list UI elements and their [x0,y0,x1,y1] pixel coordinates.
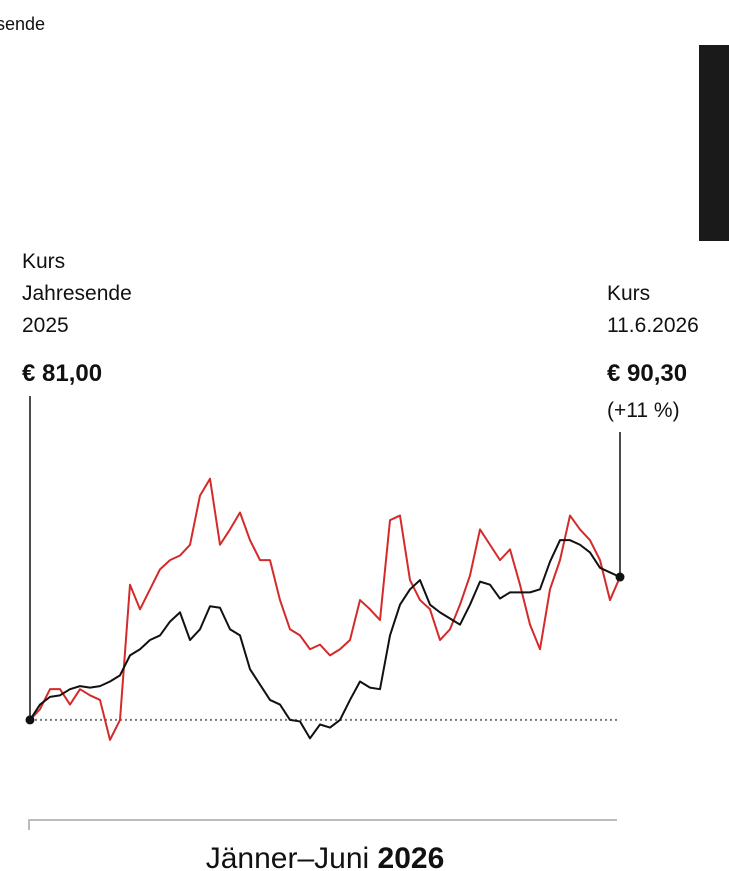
start-label: Kurs [22,250,65,273]
start-label: Jahresende [22,282,132,305]
side-panel [699,45,729,241]
x-label-year: 2026 [378,842,445,871]
price-line [29,477,621,741]
end-dot [615,572,625,582]
header-fragment: sende [0,14,45,34]
price-line [29,539,621,740]
end-change: (+11 %) [607,399,680,422]
start-value: € 81,00 [22,360,102,387]
end-label: 11.6.2026 [607,314,699,337]
end-value: € 90,30 [607,360,687,387]
start-dot [25,715,35,725]
start-label: 2025 [22,314,69,337]
x-axis-label: Jänner–Juni 2026 [206,842,445,871]
x-label-text: Jänner–Juni [206,842,369,871]
end-label: Kurs [607,282,650,305]
